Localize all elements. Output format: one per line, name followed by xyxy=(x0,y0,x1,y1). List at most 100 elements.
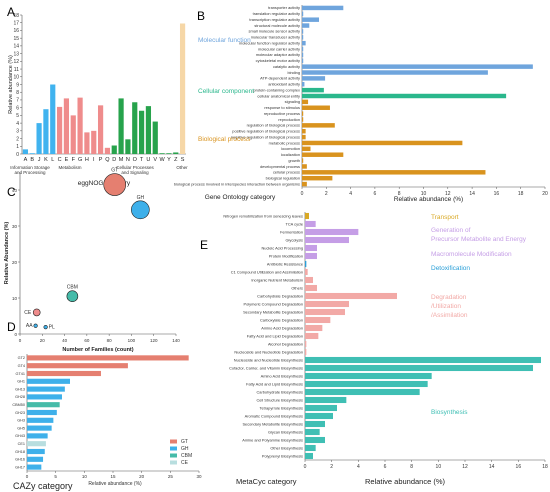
bar-protein-containing-complex xyxy=(302,87,324,93)
x-tick-label: 18 xyxy=(518,191,524,197)
y-tick-label: 5 xyxy=(16,113,19,119)
bar-GT4 xyxy=(27,363,128,369)
bar-Carboxylate-Degradation xyxy=(305,316,331,324)
category-label: structural molecule activity xyxy=(254,23,300,28)
panel-d-cazy-bar-chart: GT2GT4GT41GH1GH13GH28CBM50GH23GH3GH5GH43… xyxy=(12,354,202,491)
point-AA xyxy=(33,323,38,328)
bar-Cell-Structure-Biosynthesis xyxy=(305,396,347,404)
bar-molecular-function-regulator-activity xyxy=(302,40,306,46)
bar-Inorganic-Nutrient-Metabolism xyxy=(305,276,313,284)
bar-GH18 xyxy=(27,448,45,455)
point-GH xyxy=(131,200,150,220)
category-label: Alcohol Degradation xyxy=(268,341,303,346)
category-label: biological regulation xyxy=(266,175,300,180)
bar-GH28 xyxy=(27,394,62,400)
x-tick-label: 15 xyxy=(110,474,116,479)
bar-Others xyxy=(305,284,317,292)
bar-GH13 xyxy=(27,386,65,392)
category-label: response to stimulus xyxy=(264,105,300,110)
x-tick-label: A xyxy=(24,157,28,163)
bar-localization xyxy=(302,152,344,157)
category-label: GH1 xyxy=(17,380,25,384)
x-tick-label: L xyxy=(51,157,54,163)
bar-W xyxy=(159,153,165,154)
bar-C xyxy=(56,106,63,154)
legend-swatch-CBM xyxy=(170,453,177,458)
bar-Cofactor-Carrier-and-Vitamin-Biosynthesis xyxy=(305,364,533,372)
x-tick-label: P xyxy=(99,157,103,163)
x-tick-label: 2 xyxy=(330,464,333,470)
category-label: Secondary Metabolite Degradation xyxy=(243,309,303,314)
bar-growth xyxy=(302,158,304,163)
category-label: CBM50 xyxy=(12,403,25,407)
group-label: Other xyxy=(176,165,188,170)
bar-Amine-and-Polyamine-Biosynthesis xyxy=(305,436,325,444)
bar-GH16 xyxy=(27,456,44,462)
bar-H xyxy=(84,132,90,154)
x-tick-label: 30 xyxy=(196,474,202,479)
bar-cellular-anatomical-entity xyxy=(302,93,507,99)
category-label: small molecule sensor activity xyxy=(249,29,301,34)
x-tick-label: O xyxy=(133,157,138,163)
x-tick-label: 4 xyxy=(357,464,360,470)
legend-label: CBM xyxy=(181,453,192,459)
category-label: Cofactor, Carrier, and Vitamin Biosynthe… xyxy=(229,365,303,370)
bar-GH43 xyxy=(27,433,48,439)
bar-locomotion xyxy=(302,146,311,152)
category-label: GH16 xyxy=(15,458,25,462)
bar-B xyxy=(29,153,35,154)
bar-Protein-Modification xyxy=(305,252,317,260)
bar-Fermentation xyxy=(305,228,359,236)
bar-GH3 xyxy=(27,417,54,423)
panel-letter-a: A xyxy=(7,5,15,19)
bar-regulation-of-biological-process xyxy=(302,123,335,128)
x-tick-label: U xyxy=(146,157,150,163)
x-tick-label: T xyxy=(140,157,144,163)
y-tick-label: 16 xyxy=(13,28,19,34)
y-tick-label: 7 xyxy=(16,98,19,104)
point-CE xyxy=(32,308,41,317)
point-label: CBM xyxy=(67,285,78,291)
category-label: Carbohydrate Biosynthesis xyxy=(257,389,304,394)
category-label: Carboxylate Degradation xyxy=(260,317,303,322)
x-tick-label: 12 xyxy=(445,191,451,197)
category-label: GH3 xyxy=(17,419,25,423)
y-axis-label: CAZy category xyxy=(13,481,73,491)
bar-Carbohydrate-Degradation xyxy=(305,292,397,300)
x-tick-label: 16 xyxy=(494,191,500,197)
bar-N xyxy=(125,139,131,154)
bar-GT41 xyxy=(27,370,101,377)
bar-Fatty-Acid-and-Lipid-Degradation xyxy=(305,332,319,340)
bar-molecular-adaptor-activity xyxy=(302,52,304,58)
bar-GH23 xyxy=(27,409,57,416)
category-label: cellular anatomical entity xyxy=(257,93,300,98)
category-label: negative regulation of biological proces… xyxy=(231,134,300,139)
y-axis-label: Relative abundance (%) xyxy=(8,55,14,114)
category-label: GT4 xyxy=(18,364,25,368)
y-tick-label: 13 xyxy=(13,51,19,57)
x-tick-label: 120 xyxy=(150,338,158,343)
category-label: Amino Acid Biosynthesis xyxy=(261,373,303,378)
x-axis-label: Relative abundance (%) xyxy=(88,481,142,487)
category-label: GH43 xyxy=(15,434,25,438)
x-tick-label: 4 xyxy=(349,191,352,197)
x-tick-label: 0 xyxy=(19,338,22,343)
bar-Alcohol-Degradation xyxy=(305,340,307,348)
legend-label: CE xyxy=(181,460,189,466)
x-tick-label: S xyxy=(181,157,185,163)
bar-G xyxy=(77,97,83,154)
category-label: GH28 xyxy=(15,395,25,399)
y-tick-label: 3 xyxy=(16,129,19,135)
y-tick-label: 12 xyxy=(13,59,19,65)
y-tick-label: 40 xyxy=(12,188,18,193)
point-GT xyxy=(103,173,127,196)
bar-CE1 xyxy=(27,441,46,447)
x-tick-label: C xyxy=(58,157,62,163)
x-tick-label: 6 xyxy=(374,191,377,197)
bar-cellular-process xyxy=(302,170,486,175)
x-tick-label: 25 xyxy=(168,474,174,479)
group-label: Cellular component xyxy=(198,88,254,95)
category-label: Others xyxy=(291,285,303,290)
category-label: ATP-dependent activity xyxy=(260,76,300,81)
